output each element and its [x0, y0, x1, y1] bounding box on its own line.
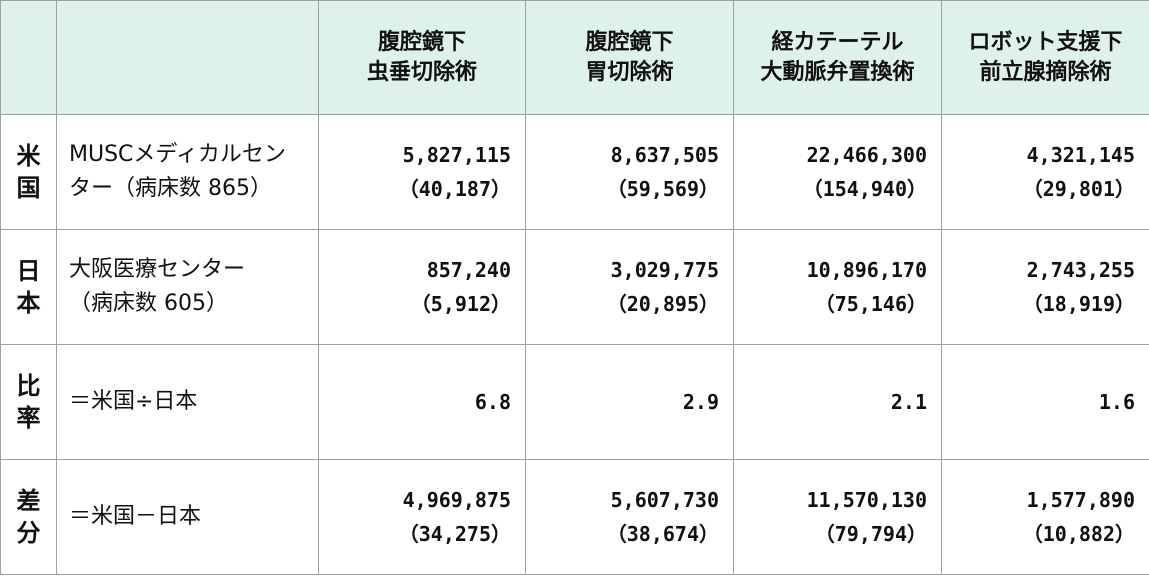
table-cell: 4,969,875 （34,275） [318, 459, 526, 575]
table-cell: 2.9 [525, 344, 734, 460]
table-cell: 6.8 [318, 344, 526, 460]
table-row-japan: 日 本 大阪医療センター （病床数 605） 857,240 （5,912） 3… [0, 229, 1149, 345]
header-row: 腹腔鏡下 虫垂切除術 腹腔鏡下 胃切除術 経カテーテル 大動脈弁置換術 ロボット… [0, 0, 1149, 115]
row-side-label: 差 分 [0, 459, 57, 575]
table-cell: 857,240 （5,912） [318, 229, 526, 345]
table-cell: 22,466,300 （154,940） [733, 114, 942, 230]
row-label: ＝米国÷日本 [56, 344, 319, 460]
column-header-laparoscopic-appendectomy: 腹腔鏡下 虫垂切除術 [318, 0, 526, 115]
table-cell: 11,570,130 （79,794） [733, 459, 942, 575]
table-cell: 8,637,505 （59,569） [525, 114, 734, 230]
table-cell: 3,029,775 （20,895） [525, 229, 734, 345]
column-header-tavr: 経カテーテル 大動脈弁置換術 [733, 0, 942, 115]
table-cell: 5,827,115 （40,187） [318, 114, 526, 230]
table-cell: 5,607,730 （38,674） [525, 459, 734, 575]
table-cell: 2,743,255 （18,919） [941, 229, 1149, 345]
table-row-ratio: 比 率 ＝米国÷日本 6.8 2.9 2.1 1.6 [0, 344, 1149, 460]
corner-cell-label [56, 0, 319, 115]
row-label: 大阪医療センター （病床数 605） [56, 229, 319, 345]
corner-cell-side [0, 0, 57, 115]
table-cell: 1,577,890 （10,882） [941, 459, 1149, 575]
table-row-usa: 米 国 MUSCメディカルセン ター（病床数 865） 5,827,115 （4… [0, 114, 1149, 230]
row-side-label: 日 本 [0, 229, 57, 345]
row-side-label: 米 国 [0, 114, 57, 230]
row-label: MUSCメディカルセン ター（病床数 865） [56, 114, 319, 230]
table-cell: 10,896,170 （75,146） [733, 229, 942, 345]
column-header-laparoscopic-gastrectomy: 腹腔鏡下 胃切除術 [525, 0, 734, 115]
row-label: ＝米国－日本 [56, 459, 319, 575]
row-side-label: 比 率 [0, 344, 57, 460]
table-cell: 2.1 [733, 344, 942, 460]
column-header-robotic-prostatectomy: ロボット支援下 前立腺摘除術 [941, 0, 1149, 115]
table-row-difference: 差 分 ＝米国－日本 4,969,875 （34,275） 5,607,730 … [0, 459, 1149, 575]
table-cell: 4,321,145 （29,801） [941, 114, 1149, 230]
table-cell: 1.6 [941, 344, 1149, 460]
